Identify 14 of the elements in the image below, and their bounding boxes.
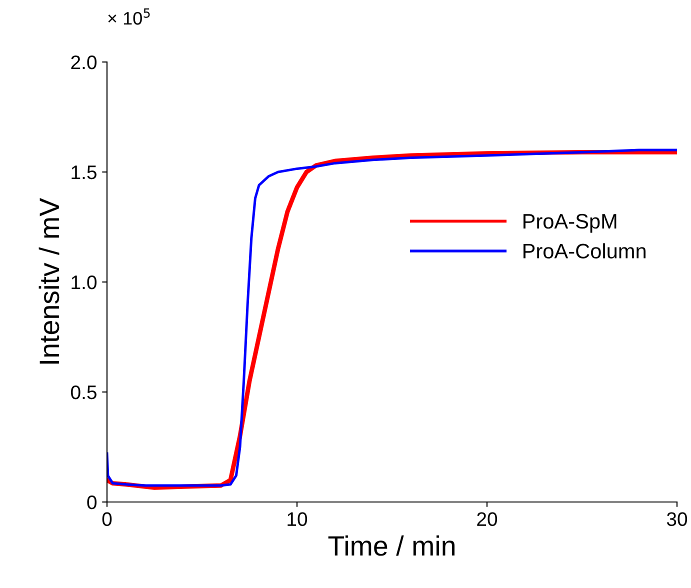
- legend-label: ProA-SpM: [524, 214, 616, 233]
- legend-label: ProA-Column: [524, 243, 646, 259]
- y-tick-label: 2.0: [71, 55, 97, 70]
- x-tick-label: 0: [102, 512, 112, 526]
- x-axis-title: Time / min: [328, 535, 454, 556]
- y-tick-label: 1.0: [72, 275, 97, 290]
- x-tick-label: 30: [666, 512, 688, 526]
- y-axis-title: Intensitv / mV: [38, 198, 60, 364]
- x-tick-label: 20: [477, 512, 498, 526]
- y-tick-label: 0.5: [71, 385, 96, 400]
- y-tick-label: 0: [87, 495, 97, 510]
- x-tick-label: 10: [288, 512, 308, 526]
- y-tick-label: 1.5: [72, 166, 96, 180]
- text: × 10$^{5}$: [108, 8, 150, 25]
